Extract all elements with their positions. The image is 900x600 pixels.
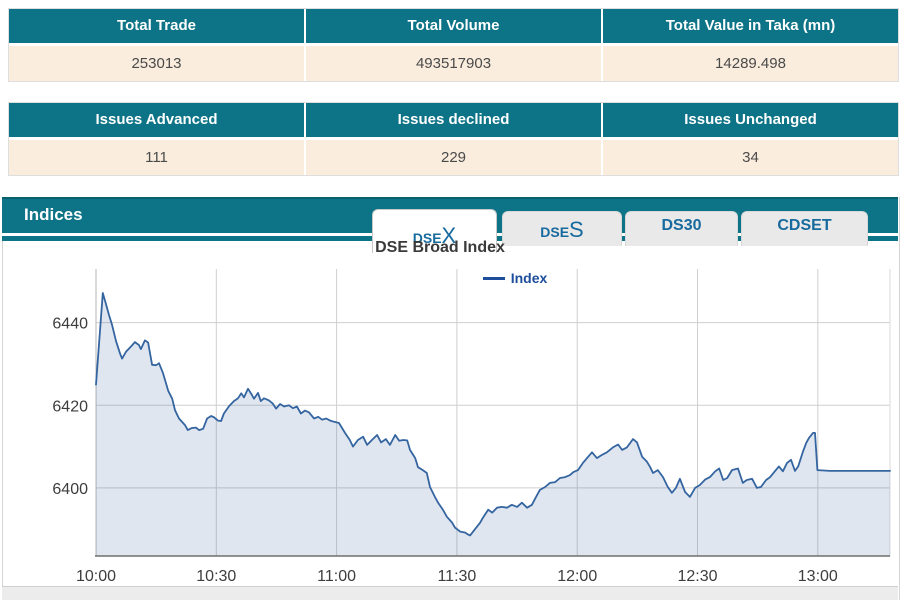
table-value-cell: 493517903 [304,46,601,81]
table-header-cell: Issues declined [304,103,601,137]
table-header-cell: Total Volume [304,9,601,43]
table-header-cell: Total Value in Taka (mn) [601,9,898,43]
x-tick-label: 12:00 [557,568,597,585]
table-header-cell: Issues Advanced [9,103,304,137]
tab-dsex[interactable]: DSE X [372,209,497,253]
legend-line-icon [482,276,505,280]
table-value-row: 111 229 34 [9,140,898,175]
area-fill [96,293,890,556]
x-tick-label: 10:30 [196,568,236,585]
panel-title: Indices [24,205,83,224]
tab-cdset[interactable]: CDSET [741,211,868,246]
x-tick-label: 13:00 [798,568,838,585]
table-value-cell: 14289.498 [601,46,898,81]
x-tick-label: 11:30 [437,568,476,585]
y-tick-label: 6400 [52,481,88,498]
tab-label: DS30 [661,217,702,234]
table-header-cell: Total Trade [9,9,304,43]
table-value-row: 253013 493517903 14289.498 [9,46,898,81]
x-tick-label: 11:00 [317,568,356,585]
table-value-cell: 253013 [9,46,304,81]
chart-legend[interactable]: Index [445,270,585,286]
legend-label: Index [510,270,548,286]
table-value-cell: 229 [304,140,601,175]
index-chart[interactable]: 10:00 10:30 11:00 11:30 12:00 12:30 13:00 6400 6… [0,240,900,600]
tab-label: CDSET [777,217,832,234]
chart-title: DSE Broad Index [375,239,505,256]
summary-table-trade: Total Trade Total Volume Total Value in … [8,8,899,82]
indices-panel [2,197,900,600]
x-tick-label: 10:00 [76,568,116,585]
summary-table-issues: Issues Advanced Issues declined Issues U… [8,102,899,176]
tab-ds30[interactable]: DS30 [625,211,738,246]
table-value-cell: 111 [9,140,304,175]
table-header-cell: Issues Unchanged [601,103,898,137]
chart-footer [2,586,898,600]
table-value-cell: 34 [601,140,898,175]
x-tick-label: 12:30 [677,568,717,585]
index-line [95,292,891,537]
y-tick-label: 6440 [52,316,88,333]
tab-label: DSE [412,230,442,246]
table-header-row: Issues Advanced Issues declined Issues U… [9,103,898,137]
tab-label: DSE [540,224,570,240]
tab-label-suffix: S [569,217,584,242]
table-header-row: Total Trade Total Volume Total Value in … [9,9,898,43]
y-tick-label: 6420 [52,398,88,415]
tab-label-suffix: X [441,223,457,248]
tab-dses[interactable]: DSE S [502,211,622,246]
